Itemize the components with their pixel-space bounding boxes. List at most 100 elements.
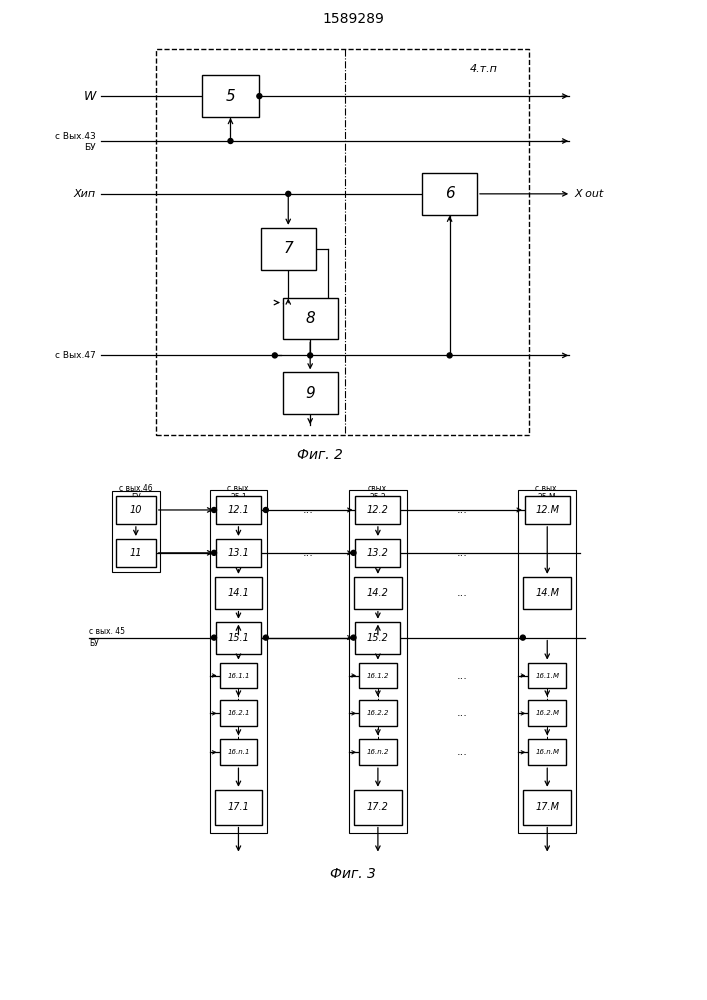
Text: 10: 10 bbox=[129, 505, 142, 515]
Text: БУ: БУ bbox=[84, 143, 96, 152]
Bar bbox=[283, 298, 337, 339]
Text: с вых.: с вых. bbox=[226, 484, 250, 493]
Text: 12.M: 12.M bbox=[535, 505, 559, 515]
Text: ...: ... bbox=[457, 548, 468, 558]
Text: 7: 7 bbox=[284, 241, 293, 256]
Text: ...: ... bbox=[303, 505, 314, 515]
Text: 16.2.M: 16.2.M bbox=[535, 710, 559, 716]
Circle shape bbox=[263, 635, 269, 640]
Bar bbox=[261, 228, 315, 270]
Text: ...: ... bbox=[457, 747, 468, 757]
Bar bbox=[112, 491, 160, 572]
Text: X out: X out bbox=[574, 189, 603, 199]
Circle shape bbox=[263, 507, 269, 512]
Bar bbox=[216, 496, 261, 524]
Bar bbox=[356, 539, 400, 567]
Bar bbox=[525, 496, 570, 524]
Text: 17.2: 17.2 bbox=[367, 802, 389, 812]
Text: 1589289: 1589289 bbox=[322, 12, 384, 26]
Bar bbox=[359, 700, 397, 726]
Bar bbox=[156, 49, 530, 435]
Bar bbox=[116, 539, 156, 567]
Bar bbox=[528, 739, 566, 765]
Bar bbox=[422, 173, 477, 215]
Bar bbox=[220, 663, 257, 688]
Circle shape bbox=[286, 191, 291, 196]
Text: с Вых.43: с Вых.43 bbox=[55, 132, 96, 141]
Text: с вых.46: с вых.46 bbox=[119, 484, 153, 493]
Bar bbox=[220, 700, 257, 726]
Bar bbox=[116, 496, 156, 524]
Bar bbox=[528, 663, 566, 688]
Bar bbox=[528, 700, 566, 726]
Text: 12.1: 12.1 bbox=[228, 505, 250, 515]
Text: 16.1.M: 16.1.M bbox=[535, 673, 559, 679]
Bar bbox=[349, 490, 407, 833]
Text: 16.n.M: 16.n.M bbox=[535, 749, 559, 755]
Text: БУ: БУ bbox=[131, 493, 141, 502]
Bar bbox=[216, 622, 261, 654]
Bar bbox=[354, 790, 402, 825]
Text: 14.M: 14.M bbox=[535, 588, 559, 598]
Text: с Вых.47: с Вых.47 bbox=[55, 351, 96, 360]
Text: ...: ... bbox=[457, 505, 468, 515]
Text: ...: ... bbox=[303, 548, 314, 558]
Text: 11: 11 bbox=[129, 548, 142, 558]
Circle shape bbox=[351, 550, 356, 555]
Circle shape bbox=[447, 353, 452, 358]
Text: ...: ... bbox=[457, 708, 468, 718]
Text: 25.M: 25.M bbox=[538, 493, 556, 502]
Text: с вых.: с вых. bbox=[535, 484, 559, 493]
Text: 14.1: 14.1 bbox=[228, 588, 250, 598]
Bar bbox=[216, 539, 261, 567]
Text: 17.M: 17.M bbox=[535, 802, 559, 812]
Circle shape bbox=[211, 507, 216, 512]
Text: 16.2.1: 16.2.1 bbox=[227, 710, 250, 716]
Text: 17.1: 17.1 bbox=[228, 802, 250, 812]
Text: 16.2.2: 16.2.2 bbox=[367, 710, 389, 716]
Text: 15.1: 15.1 bbox=[228, 633, 250, 643]
Text: с вых. 45: с вых. 45 bbox=[89, 627, 125, 636]
Bar bbox=[523, 790, 571, 825]
Text: 16.1.1: 16.1.1 bbox=[227, 673, 250, 679]
Text: 14.2: 14.2 bbox=[367, 588, 389, 598]
Bar bbox=[201, 75, 259, 117]
Bar bbox=[220, 739, 257, 765]
Text: 16.1.2: 16.1.2 bbox=[367, 673, 389, 679]
Bar bbox=[214, 577, 262, 609]
Text: 4.т.п: 4.т.п bbox=[469, 64, 498, 74]
Text: 13.1: 13.1 bbox=[228, 548, 250, 558]
Text: 5: 5 bbox=[226, 89, 235, 104]
Bar bbox=[359, 663, 397, 688]
Text: 25.2: 25.2 bbox=[370, 493, 386, 502]
Circle shape bbox=[257, 94, 262, 99]
Circle shape bbox=[351, 635, 356, 640]
Bar bbox=[354, 577, 402, 609]
Circle shape bbox=[520, 635, 525, 640]
Circle shape bbox=[228, 139, 233, 143]
Text: 12.2: 12.2 bbox=[367, 505, 389, 515]
Text: 16.n.1: 16.n.1 bbox=[227, 749, 250, 755]
Bar bbox=[209, 490, 267, 833]
Text: Xип: Xип bbox=[74, 189, 96, 199]
Circle shape bbox=[272, 353, 277, 358]
Text: W: W bbox=[83, 90, 96, 103]
Text: 16.n.2: 16.n.2 bbox=[367, 749, 389, 755]
Text: свых.: свых. bbox=[367, 484, 389, 493]
Bar bbox=[214, 790, 262, 825]
Bar bbox=[283, 372, 337, 414]
Circle shape bbox=[211, 635, 216, 640]
Text: 15.2: 15.2 bbox=[367, 633, 389, 643]
Bar bbox=[523, 577, 571, 609]
Text: ...: ... bbox=[457, 588, 468, 598]
Bar bbox=[356, 622, 400, 654]
Text: 13.2: 13.2 bbox=[367, 548, 389, 558]
Text: ...: ... bbox=[457, 671, 468, 681]
Text: 6: 6 bbox=[445, 186, 455, 201]
Text: Фиг. 3: Фиг. 3 bbox=[330, 867, 376, 881]
Bar bbox=[356, 496, 400, 524]
Text: 25.1: 25.1 bbox=[230, 493, 247, 502]
Text: 8: 8 bbox=[305, 311, 315, 326]
Text: 9: 9 bbox=[305, 386, 315, 401]
Circle shape bbox=[211, 550, 216, 555]
